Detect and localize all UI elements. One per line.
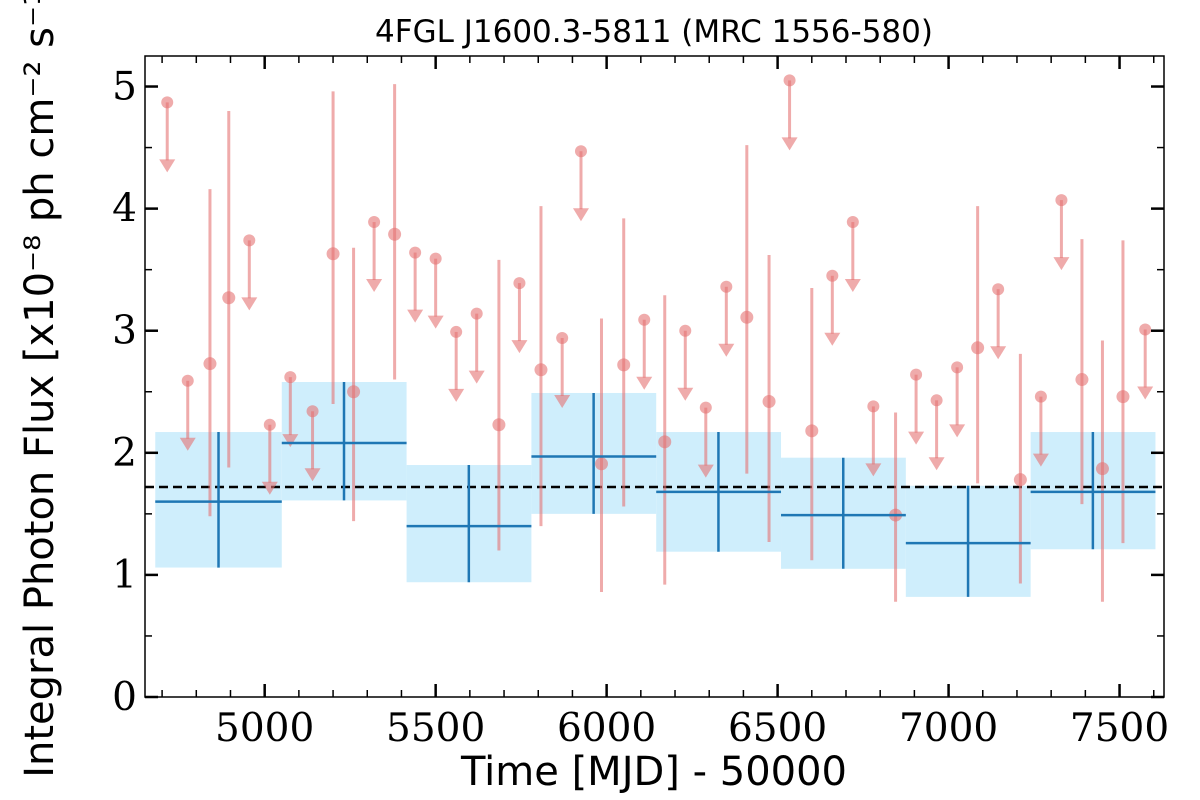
y-tick-label: 4 xyxy=(112,187,137,232)
plot-frame xyxy=(144,55,1165,698)
detection-point xyxy=(492,418,506,432)
detection-point xyxy=(594,457,608,471)
upper-limit-arrow xyxy=(677,387,694,401)
upper-limit-arrow xyxy=(1032,453,1049,467)
x-tick-label: 6500 xyxy=(728,706,827,751)
upper-limit-arrow xyxy=(949,424,966,438)
x-tick-label: 7500 xyxy=(1070,706,1169,751)
upper-limit-arrow xyxy=(468,370,485,384)
upper-limit-point xyxy=(1055,194,1068,207)
axis-ticks xyxy=(145,56,1164,699)
upper-limit-arrow xyxy=(636,376,653,390)
upper-limit-point xyxy=(720,280,733,293)
y-tick-label: 3 xyxy=(112,309,137,354)
upper-limit-point xyxy=(284,371,297,384)
upper-limit-point xyxy=(699,401,712,414)
detection-point xyxy=(1013,473,1027,487)
upper-limit-point xyxy=(867,400,880,413)
upper-limit-arrow xyxy=(908,431,925,445)
y-tick-label: 0 xyxy=(112,675,137,720)
detection-point xyxy=(222,291,236,305)
upper-limit-point xyxy=(429,252,442,265)
y-tick-label: 1 xyxy=(112,553,137,598)
upper-limit-arrow xyxy=(1053,257,1070,271)
x-tick-labels: 5000 5500 6000 6500 7000 7500 xyxy=(215,706,1169,751)
upper-limit-point xyxy=(450,325,463,338)
upper-limit-point xyxy=(574,145,587,158)
upper-limit-point xyxy=(181,374,194,387)
upper-limit-arrow xyxy=(282,434,299,448)
upper-limit-arrow xyxy=(990,346,1007,360)
y-tick-label: 2 xyxy=(112,431,137,476)
upper-limit-point xyxy=(306,405,319,418)
upper-limit-arrow xyxy=(928,457,945,471)
flux-points xyxy=(159,74,1154,602)
upper-limit-point xyxy=(409,246,422,259)
upper-limit-point xyxy=(783,74,796,87)
upper-limit-arrow xyxy=(1137,386,1154,400)
upper-limit-point xyxy=(951,361,964,374)
detection-point xyxy=(534,363,548,377)
x-tick-label: 7000 xyxy=(899,706,998,751)
upper-limit-arrow xyxy=(159,159,176,173)
x-axis-label: Time [MJD] - 50000 xyxy=(460,749,847,795)
y-axis-label: Integral Photon Flux [x10⁻⁸ ph cm⁻² s⁻¹] xyxy=(17,0,63,778)
detection-point xyxy=(326,247,340,261)
upper-limit-arrow xyxy=(697,464,714,478)
detection-point xyxy=(805,424,819,438)
upper-limit-arrow xyxy=(304,468,321,482)
upper-limit-point xyxy=(368,216,381,229)
upper-limit-arrow xyxy=(844,279,861,293)
upper-limit-arrow xyxy=(718,343,735,357)
detection-point xyxy=(1075,373,1089,387)
y-tick-labels: 0 1 2 3 4 5 xyxy=(112,65,137,720)
upper-limit-arrow xyxy=(554,395,571,409)
upper-limit-arrow xyxy=(824,332,841,346)
upper-limit-point xyxy=(556,332,569,345)
upper-limit-point xyxy=(638,313,651,326)
upper-limit-point xyxy=(846,216,859,229)
upper-limit-arrow xyxy=(448,388,465,402)
upper-limit-arrow xyxy=(572,208,589,222)
detection-point xyxy=(658,435,672,449)
upper-limit-point xyxy=(263,418,276,431)
upper-limit-point xyxy=(161,96,174,109)
upper-limit-point xyxy=(679,324,692,337)
upper-limit-arrow xyxy=(241,297,258,311)
detection-point xyxy=(388,227,402,241)
x-tick-label: 5500 xyxy=(386,706,485,751)
upper-limit-point xyxy=(826,269,839,282)
upper-limit-arrow xyxy=(511,340,528,354)
upper-limit-point xyxy=(470,307,483,320)
upper-limit-point xyxy=(930,394,943,407)
upper-limit-arrow xyxy=(781,137,798,151)
detection-point xyxy=(740,310,754,324)
y-tick-label: 5 xyxy=(112,65,137,110)
detection-point xyxy=(203,357,217,371)
detection-point xyxy=(1116,390,1130,404)
upper-limit-point xyxy=(1034,390,1047,403)
upper-limit-arrow xyxy=(261,481,278,495)
bin-crosses xyxy=(155,381,1156,597)
upper-limit-point xyxy=(243,234,256,247)
x-tick-label: 5000 xyxy=(215,706,314,751)
detection-point xyxy=(971,341,985,355)
upper-limit-arrow xyxy=(865,463,882,477)
upper-limit-arrow xyxy=(407,309,424,323)
upper-limit-point xyxy=(992,283,1005,296)
bin-bands xyxy=(155,381,1156,597)
upper-limit-point xyxy=(513,277,526,290)
chart-title: 4FGL J1600.3-5811 (MRC 1556-580) xyxy=(375,14,933,50)
upper-limit-arrow xyxy=(366,279,383,293)
upper-limit-point xyxy=(1139,323,1152,336)
detection-point xyxy=(617,358,631,372)
detection-point xyxy=(1095,462,1109,476)
detection-point xyxy=(347,385,361,399)
x-tick-label: 6000 xyxy=(557,706,656,751)
upper-limit-arrow xyxy=(179,437,196,451)
upper-limit-point xyxy=(910,368,923,381)
upper-limit-arrow xyxy=(427,315,444,329)
detection-point xyxy=(762,395,776,409)
